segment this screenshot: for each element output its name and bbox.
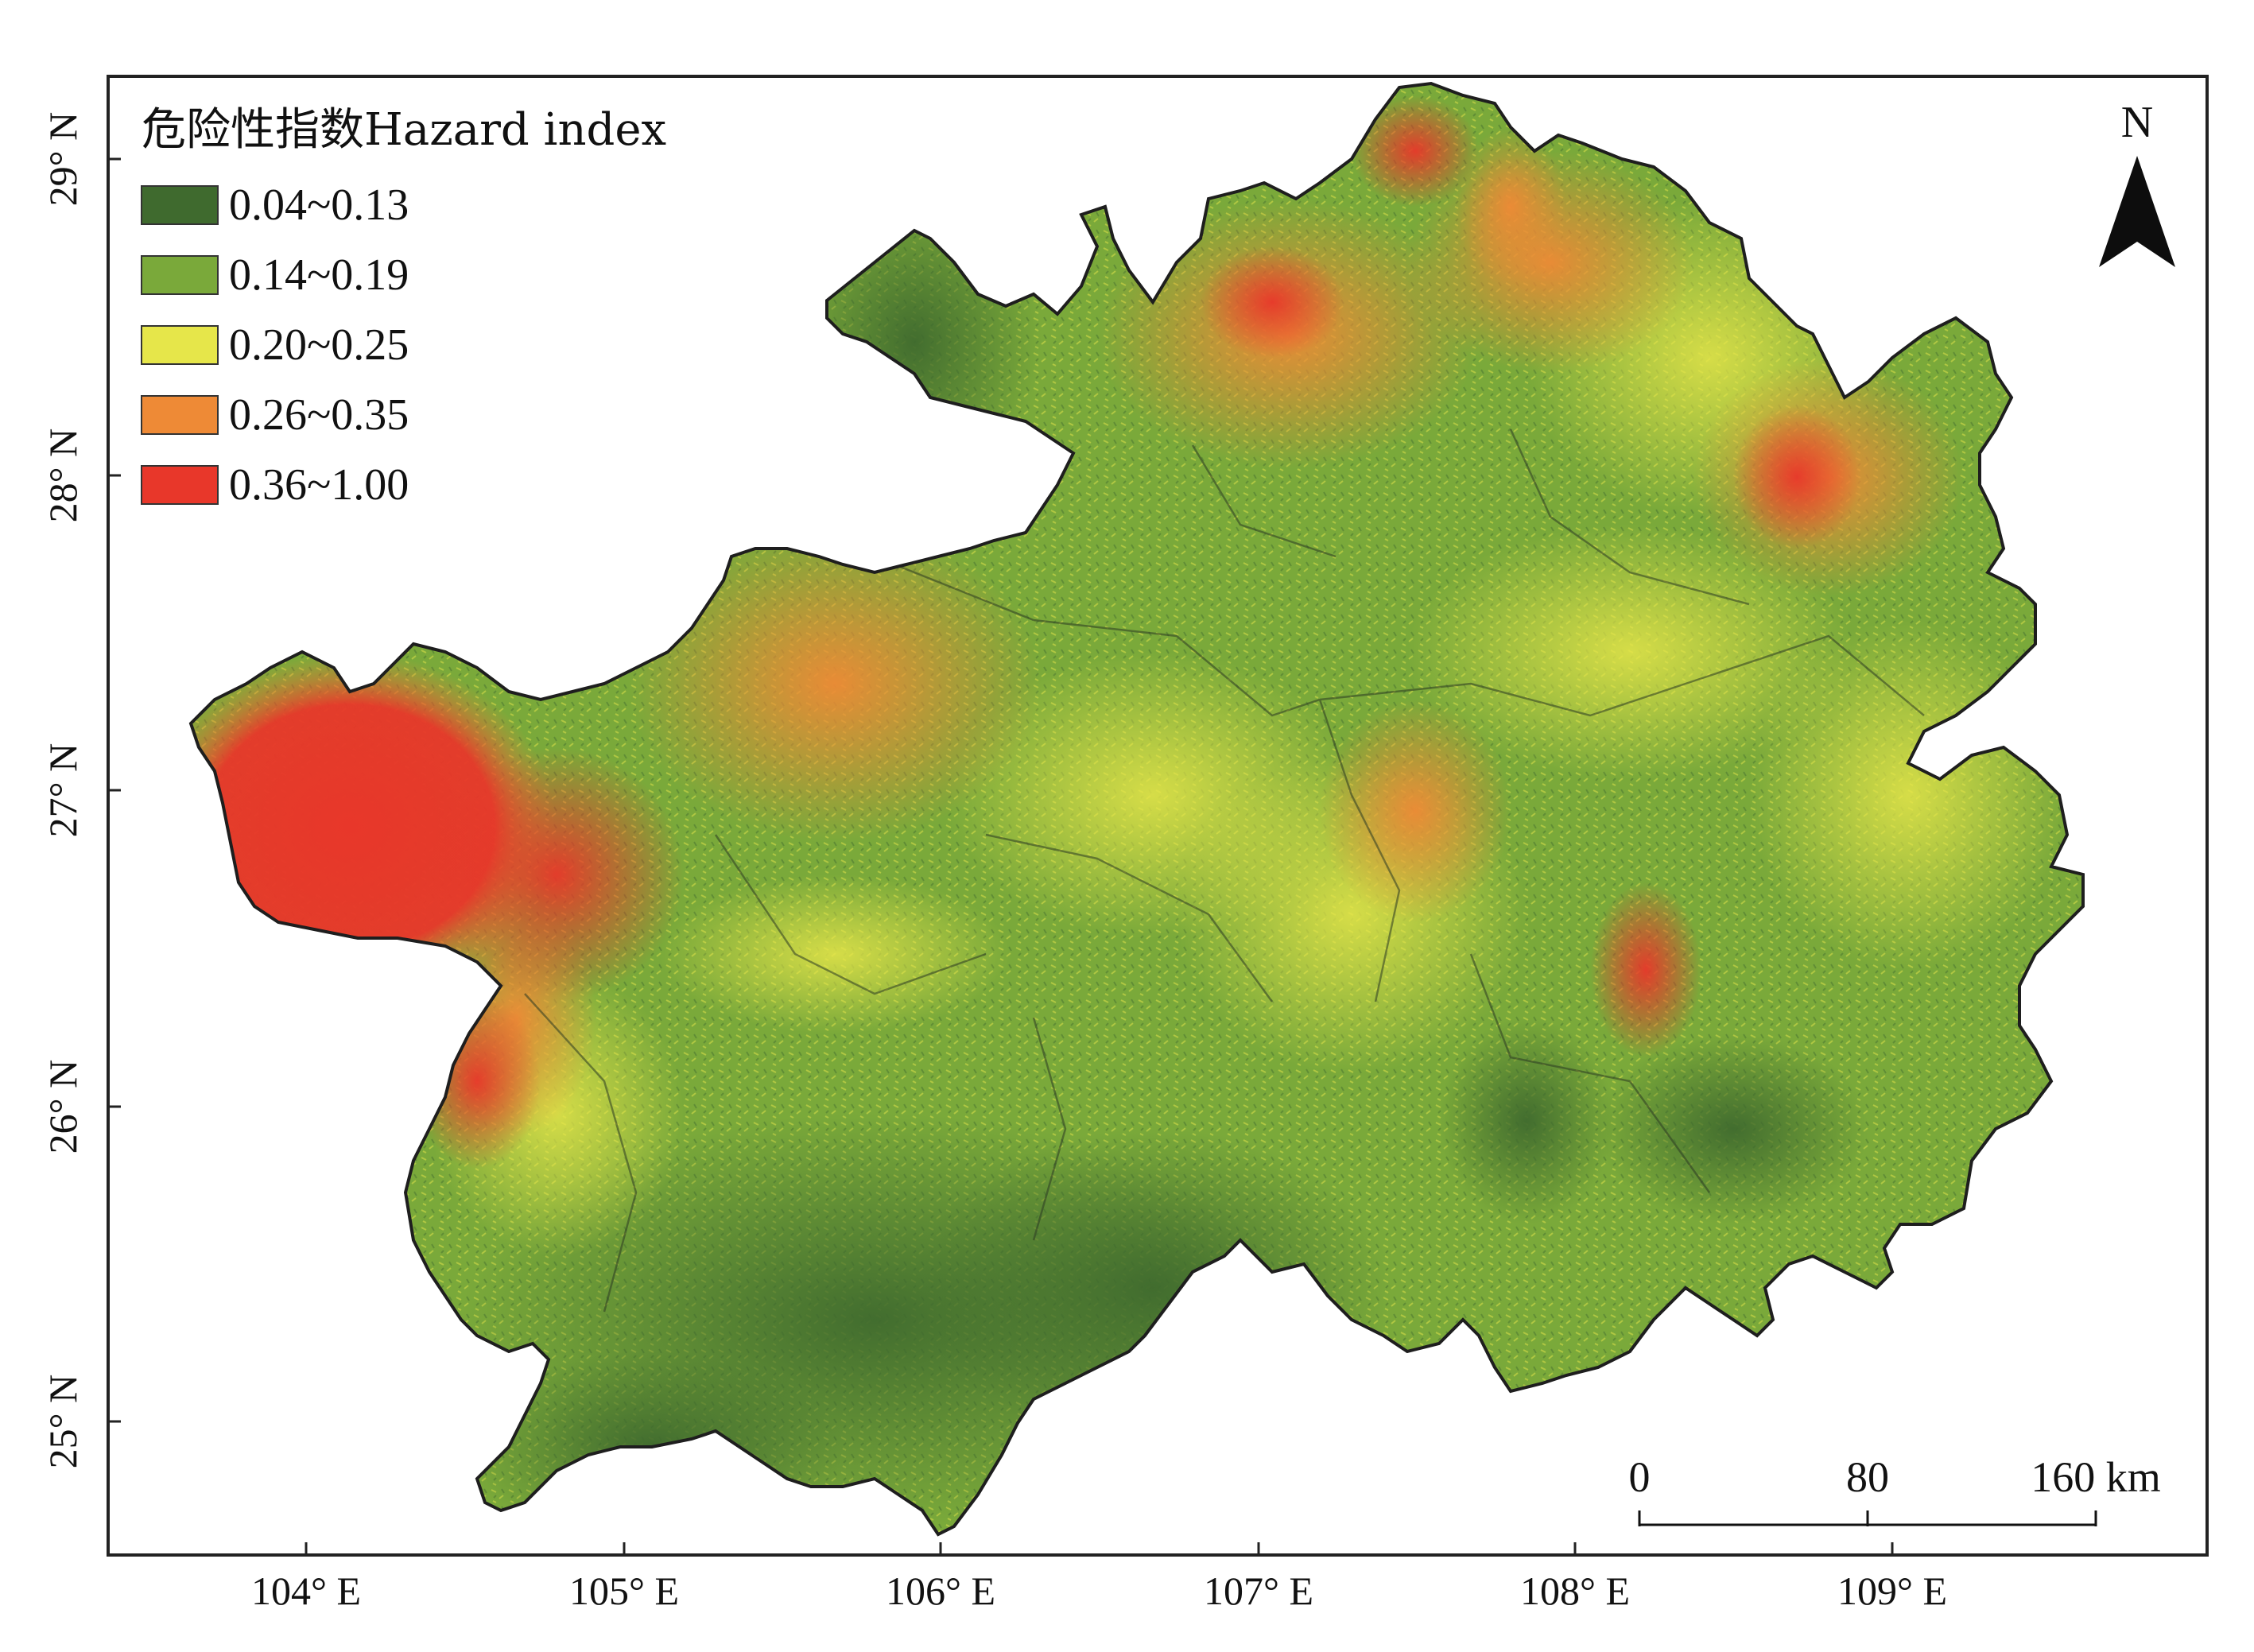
north-arrow: N — [2099, 98, 2175, 267]
legend-label: 0.26~0.35 — [229, 390, 409, 440]
legend-title: 危险性指数Hazard index — [142, 104, 666, 156]
legend-label: 0.20~0.25 — [229, 320, 409, 370]
legend-swatch — [141, 465, 219, 505]
lat-tick-label: 28° N — [41, 429, 85, 523]
legend-label: 0.04~0.13 — [229, 180, 409, 230]
county-boundaries — [524, 429, 1925, 1313]
lon-tick-label: 104° E — [251, 1569, 361, 1613]
legend: 危险性指数Hazard index 0.04~0.13 0.14~0.19 0.20… — [141, 104, 666, 510]
lon-tick-label: 108° E — [1520, 1569, 1630, 1613]
legend-label: 0.36~1.00 — [229, 460, 409, 510]
legend-swatch — [141, 325, 219, 365]
lon-tick-label: 105° E — [569, 1569, 679, 1613]
longitude-axis: 104° E 105° E 106° E 107° E 108° E 109° E — [251, 1542, 1947, 1613]
scale-label-160: 160 km — [2031, 1453, 2161, 1501]
north-label: N — [2121, 98, 2153, 147]
scale-bar: 0 80 160 km — [1629, 1453, 2161, 1526]
lat-tick-label: 26° N — [41, 1060, 85, 1154]
lat-tick-label: 25° N — [41, 1375, 85, 1469]
lon-tick-label: 107° E — [1204, 1569, 1313, 1613]
legend-swatch — [141, 255, 219, 295]
legend-swatch — [141, 185, 219, 225]
latitude-axis: 29° N 28° N 27° N 26° N 25° N — [41, 112, 121, 1469]
scale-label-80: 80 — [1846, 1453, 1889, 1501]
legend-label: 0.14~0.19 — [229, 250, 409, 300]
lat-tick-label: 27° N — [41, 743, 85, 838]
scale-label-0: 0 — [1629, 1453, 1651, 1501]
lat-tick-label: 29° N — [41, 112, 85, 207]
legend-swatch — [141, 395, 219, 435]
lon-tick-label: 106° E — [886, 1569, 995, 1613]
lon-tick-label: 109° E — [1837, 1569, 1947, 1613]
province-boundary — [188, 81, 2085, 1537]
north-arrow-icon — [2099, 156, 2175, 267]
